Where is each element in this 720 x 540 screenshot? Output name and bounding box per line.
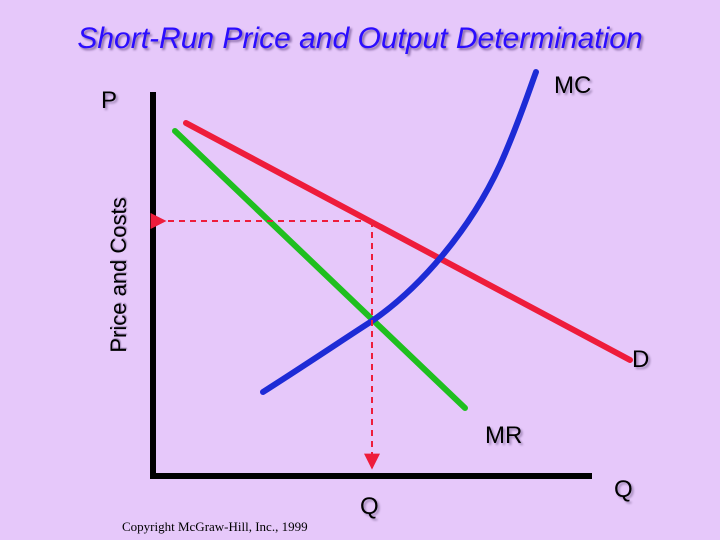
copyright-text: Copyright McGraw-Hill, Inc., 1999 [122, 519, 308, 534]
mr-curve [172, 128, 468, 411]
equilibrium-quantity-label: Q [360, 493, 379, 520]
y-axis-symbol: P [101, 87, 118, 114]
mc-curve [260, 69, 539, 395]
y-axis-label: Price and Costs [106, 197, 131, 353]
demand-curve [183, 120, 633, 363]
diagram-title: Short-Run Price and Output Determination [77, 22, 643, 55]
x-axis-symbol: Q [614, 476, 633, 503]
mr-label: MR [485, 422, 523, 449]
demand-label: D [632, 346, 650, 373]
mc-label: MC [554, 72, 592, 99]
